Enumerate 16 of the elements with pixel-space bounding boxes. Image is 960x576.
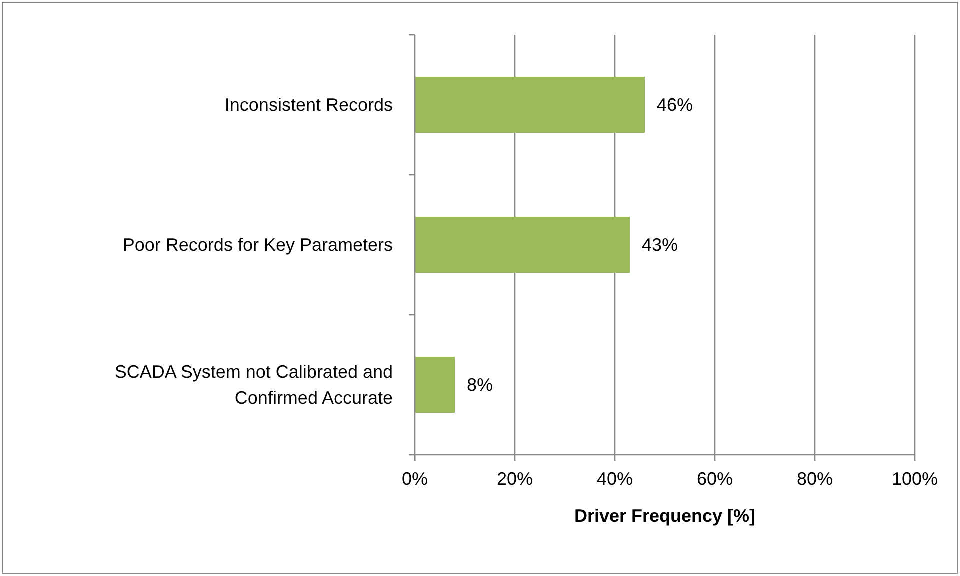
x-tick-label: 20%: [496, 469, 534, 489]
y-tick-label: Inconsistent Records: [224, 95, 393, 115]
x-tick-label: 60%: [696, 469, 734, 489]
x-tick-label: 80%: [796, 469, 834, 489]
bar: [415, 217, 630, 273]
x-axis-title: Driver Frequency [%]: [574, 506, 756, 526]
x-tick-label: 100%: [892, 469, 938, 489]
bar: [415, 357, 455, 413]
y-tick-label: Poor Records for Key Parameters: [122, 235, 393, 255]
y-tick-label: SCADA System not Calibrated and Confirmed Accurate: [114, 362, 393, 408]
x-tick-label: 40%: [596, 469, 634, 489]
x-tick-label: 0%: [402, 469, 428, 489]
bar: [415, 77, 645, 133]
data-label: 8%: [467, 375, 494, 395]
data-label: 43%: [642, 235, 678, 255]
data-label: 46%: [657, 95, 694, 115]
